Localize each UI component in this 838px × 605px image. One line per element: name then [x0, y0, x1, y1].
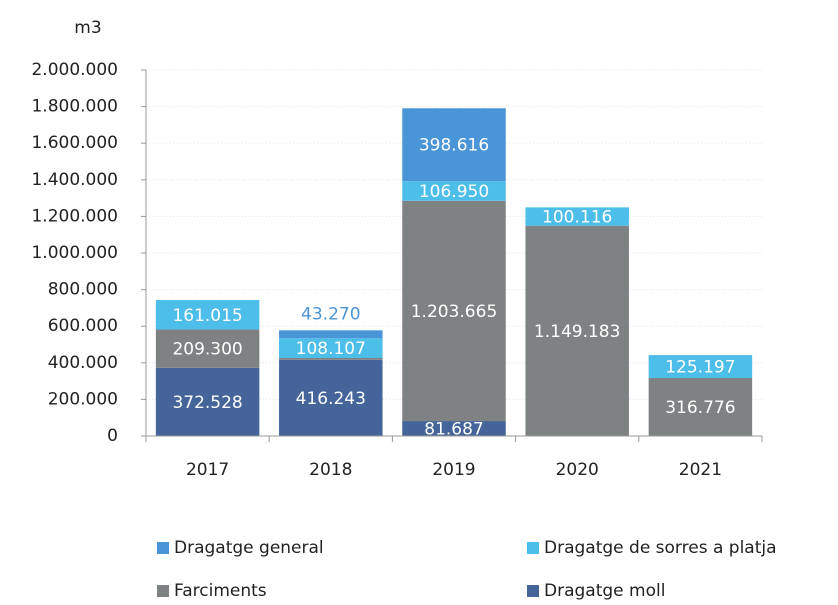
value-label: 1.149.183 [534, 322, 621, 342]
y-tick-label: 200.000 [48, 389, 118, 409]
value-label: 100.116 [542, 208, 612, 228]
y-tick-label: 0 [107, 426, 118, 446]
legend-swatch [157, 542, 169, 554]
value-label: 209.300 [172, 340, 242, 360]
y-unit: m3 [74, 18, 101, 38]
value-label: 416.243 [296, 389, 366, 409]
bar-segment [402, 421, 506, 436]
legend-label: Dragatge de sorres a platja [544, 538, 777, 558]
bar-segment [402, 108, 506, 182]
bar-segment [402, 181, 506, 201]
value-label: 316.776 [665, 398, 735, 418]
x-tick-label: 2021 [679, 460, 722, 480]
bar-segment [525, 207, 629, 226]
bar-segment [525, 225, 629, 436]
legend-label: Dragatge moll [544, 581, 665, 601]
x-tick-label: 2020 [556, 460, 599, 480]
y-tick-label: 1.800.000 [31, 97, 118, 117]
y-tick-label: 400.000 [48, 353, 118, 373]
value-label: 161.015 [172, 306, 242, 326]
legend-swatch [527, 542, 539, 554]
bar-segment [279, 357, 383, 360]
y-tick-label: 600.000 [48, 316, 118, 336]
value-label: 81.687 [424, 420, 483, 440]
bar-segment [279, 338, 383, 358]
bar-segment [648, 355, 753, 379]
bar-segment [279, 359, 383, 436]
x-tick-label: 2019 [432, 460, 475, 480]
bar-segment [279, 330, 383, 339]
x-tick-label: 2018 [309, 460, 352, 480]
y-tick-label: 2.000.000 [31, 60, 118, 80]
x-tick-label: 2017 [186, 460, 229, 480]
value-label: 125.197 [665, 358, 735, 378]
bar-segment [155, 367, 260, 436]
value-label: 1.203.665 [411, 302, 498, 322]
value-label: 372.528 [172, 393, 242, 413]
legend-label: Farciments [174, 581, 267, 601]
bar-segment [155, 329, 260, 368]
y-tick-label: 1.600.000 [31, 133, 118, 153]
value-label: 398.616 [419, 136, 489, 156]
bar-segment [402, 200, 506, 422]
y-tick-label: 800.000 [48, 280, 118, 300]
value-label: 106.950 [419, 182, 489, 202]
legend-label: Dragatge general [174, 538, 324, 558]
legend-swatch [157, 585, 169, 597]
y-tick-label: 1.400.000 [31, 170, 118, 190]
legend-swatch [527, 585, 539, 597]
y-tick-label: 1.000.000 [31, 243, 118, 263]
value-label: 43.270 [301, 304, 360, 324]
y-tick-label: 1.200.000 [31, 206, 118, 226]
value-label: 108.107 [296, 339, 366, 359]
bar-segment [648, 378, 753, 436]
bar-segment [155, 300, 260, 330]
